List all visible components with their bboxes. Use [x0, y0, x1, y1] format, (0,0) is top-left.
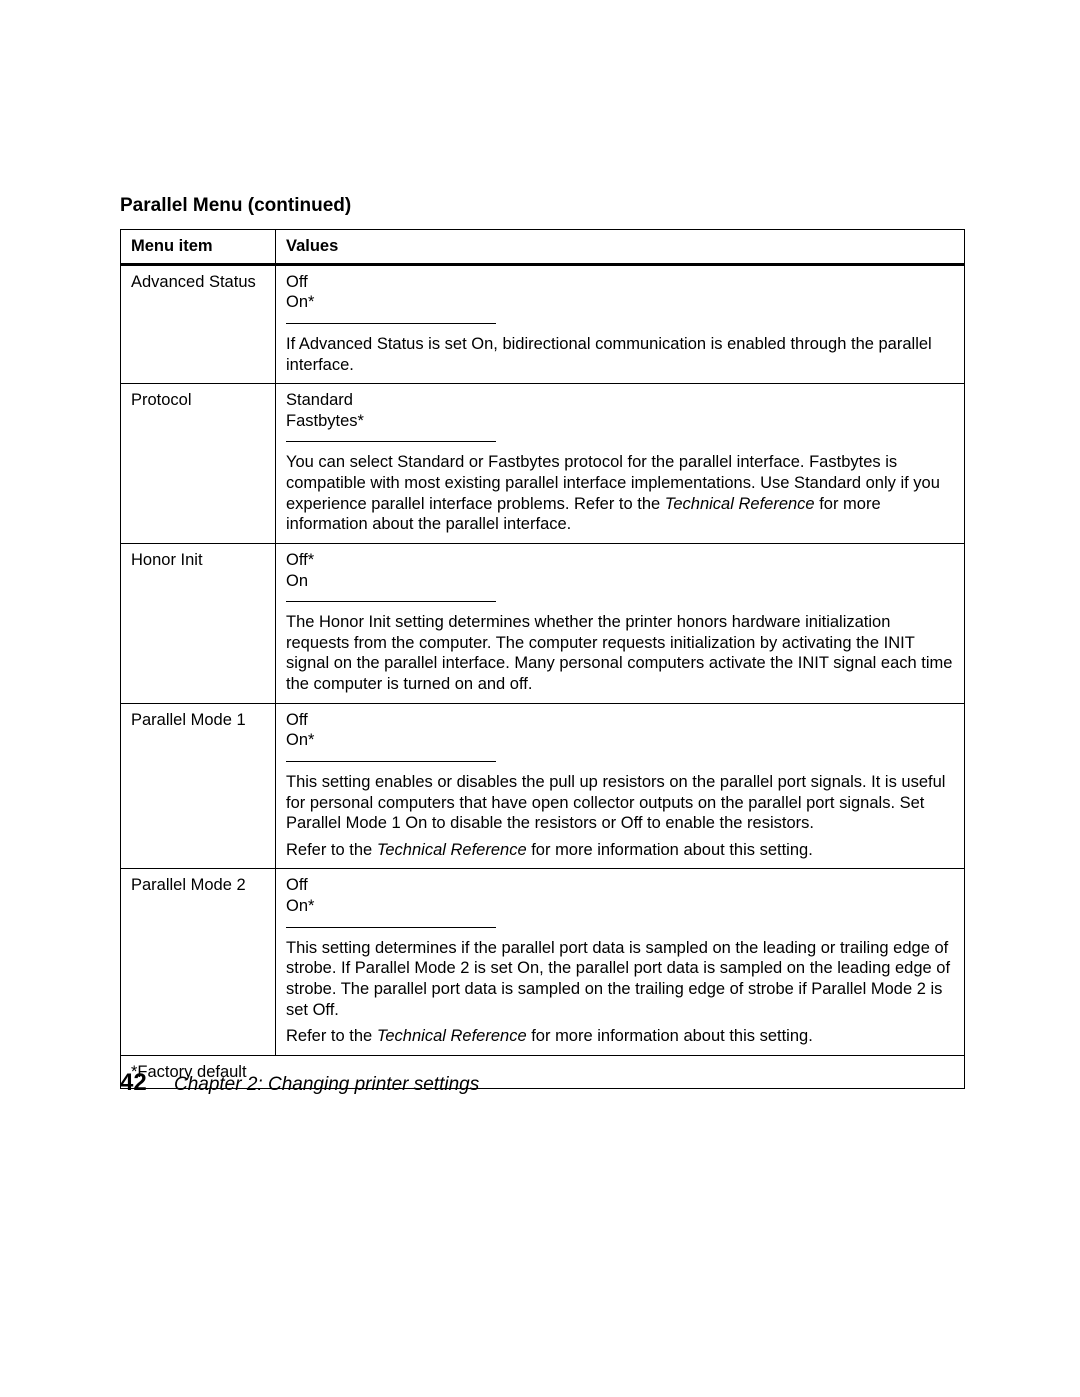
header-values: Values — [276, 230, 965, 265]
option: Off — [286, 273, 308, 291]
section-title: Parallel Menu (continued) — [120, 195, 965, 217]
reference-note: Refer to the Technical Reference for mor… — [286, 840, 956, 861]
menu-item-cell: Advanced Status — [121, 264, 276, 384]
menu-item-cell: Honor Init — [121, 543, 276, 703]
option: Off* — [286, 551, 314, 569]
table-row: Protocol Standard Fastbytes* You can sel… — [121, 384, 965, 544]
table-row: Parallel Mode 1 Off On* This setting ena… — [121, 703, 965, 869]
page-number: 42 — [120, 1069, 147, 1096]
parallel-menu-table: Menu item Values Advanced Status Off On*… — [120, 229, 965, 1089]
chapter-title: Chapter 2: Changing printer settings — [174, 1074, 479, 1095]
description: This setting determines if the parallel … — [286, 938, 956, 1021]
option: On* — [286, 731, 314, 749]
table-row: Parallel Mode 2 Off On* This setting det… — [121, 869, 965, 1055]
option: On* — [286, 897, 314, 915]
option: Fastbytes* — [286, 412, 364, 430]
option: Off — [286, 711, 308, 729]
option: On* — [286, 293, 314, 311]
table-row: Advanced Status Off On* If Advanced Stat… — [121, 264, 965, 384]
divider — [286, 601, 496, 602]
option: On — [286, 572, 308, 590]
divider — [286, 323, 496, 324]
description: If Advanced Status is set On, bidirectio… — [286, 334, 956, 375]
menu-item-cell: Parallel Mode 2 — [121, 869, 276, 1055]
values-cell: Standard Fastbytes* You can select Stand… — [276, 384, 965, 544]
menu-item-cell: Protocol — [121, 384, 276, 544]
page-footer: 42 Chapter 2: Changing printer settings — [120, 1069, 479, 1097]
option: Standard — [286, 391, 353, 409]
divider — [286, 441, 496, 442]
values-cell: Off On* If Advanced Status is set On, bi… — [276, 264, 965, 384]
values-cell: Off* On The Honor Init setting determine… — [276, 543, 965, 703]
document-page: Parallel Menu (continued) Menu item Valu… — [0, 0, 1080, 1397]
description: The Honor Init setting determines whethe… — [286, 612, 956, 695]
divider — [286, 927, 496, 928]
option: Off — [286, 876, 308, 894]
divider — [286, 761, 496, 762]
values-cell: Off On* This setting determines if the p… — [276, 869, 965, 1055]
menu-item-cell: Parallel Mode 1 — [121, 703, 276, 869]
values-cell: Off On* This setting enables or disables… — [276, 703, 965, 869]
table-row: Honor Init Off* On The Honor Init settin… — [121, 543, 965, 703]
description: This setting enables or disables the pul… — [286, 772, 956, 834]
description: You can select Standard or Fastbytes pro… — [286, 452, 956, 535]
header-menu-item: Menu item — [121, 230, 276, 265]
reference-note: Refer to the Technical Reference for mor… — [286, 1026, 956, 1047]
